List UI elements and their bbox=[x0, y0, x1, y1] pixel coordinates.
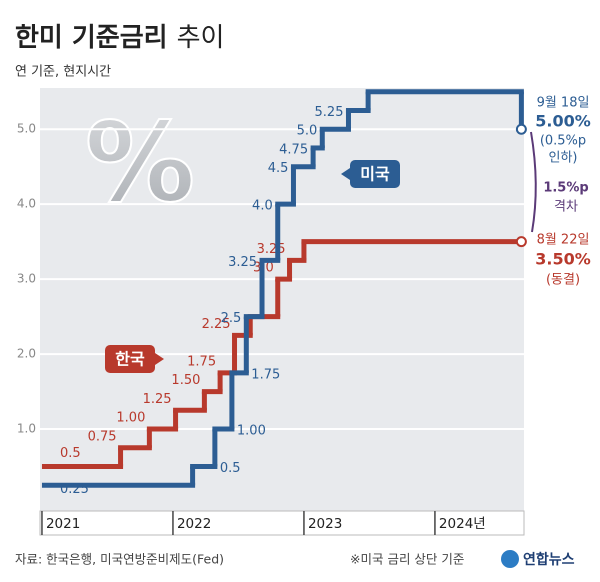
y-tick-label: 3.0 bbox=[17, 272, 36, 286]
x-tick-label: 2024년 bbox=[439, 516, 486, 532]
legend-label: 미국 bbox=[360, 165, 390, 184]
gap-bracket bbox=[530, 131, 537, 233]
legend-tag-pointer bbox=[341, 168, 350, 180]
value-label: 4.5 bbox=[268, 161, 289, 176]
y-tick-label: 5.0 bbox=[17, 122, 36, 136]
value-label: 1.75 bbox=[251, 367, 280, 382]
chart-title: 한미 기준금리 추이 bbox=[15, 23, 224, 53]
subtitle: 연 기준, 현지시간 bbox=[15, 65, 111, 80]
value-label: 0.25 bbox=[60, 482, 89, 497]
value-label: 5.0 bbox=[297, 124, 318, 139]
annotation: 9월 18일 bbox=[537, 96, 590, 111]
legend-tag bbox=[105, 345, 155, 373]
annotation: 5.00% bbox=[535, 112, 591, 131]
footnote: ※미국 금리 상단 기준 bbox=[350, 552, 464, 567]
watermark: % bbox=[85, 98, 195, 226]
value-label: 1.00 bbox=[116, 411, 145, 426]
legend-tag-pointer bbox=[155, 353, 164, 365]
value-label: 4.75 bbox=[279, 142, 308, 157]
annotation: 1.5%p bbox=[543, 181, 588, 196]
y-tick-label: 4.0 bbox=[17, 197, 36, 211]
value-label: 1.00 bbox=[237, 424, 266, 439]
title-main: 한미 기준금리 bbox=[15, 23, 168, 53]
value-label: 2.25 bbox=[202, 317, 231, 332]
value-label: 0.5 bbox=[60, 446, 81, 461]
annotation: 인하) bbox=[549, 151, 578, 166]
x-tick-label: 2023 bbox=[308, 516, 342, 532]
x-axis-band bbox=[39, 510, 525, 536]
plot-background bbox=[40, 88, 524, 511]
value-label: 4.0 bbox=[252, 199, 273, 214]
value-label: 5.25 bbox=[315, 105, 344, 120]
source: 자료: 한국은행, 미국연방준비제도(Fed) bbox=[15, 552, 224, 567]
value-label: 3.25 bbox=[228, 255, 257, 270]
annotation: 3.50% bbox=[535, 250, 591, 269]
value-label: 0.75 bbox=[88, 429, 117, 444]
title-suffix: 추이 bbox=[177, 23, 225, 53]
annotation: 8월 22일 bbox=[537, 233, 590, 248]
logo-icon bbox=[501, 550, 519, 568]
end-dot bbox=[515, 236, 527, 248]
annotation: 격차 bbox=[554, 200, 578, 215]
value-label: 2.5 bbox=[221, 311, 242, 326]
logo: 연합뉴스 bbox=[523, 551, 575, 568]
value-label: 0.5 bbox=[220, 461, 241, 476]
series: 0.25 0.5 1.00 1.75 2.5 3.25 4.0 4.5 4.75 5.0 5.25 bbox=[41, 89, 527, 497]
y-tick-label: 1.0 bbox=[17, 422, 36, 436]
value-label: 1.50 bbox=[171, 373, 200, 388]
annotation: (동결) bbox=[546, 273, 580, 288]
x-tick-label: 2021 bbox=[46, 516, 80, 532]
x-tick-label: 2022 bbox=[177, 516, 211, 532]
end-dot bbox=[515, 123, 527, 135]
y-tick-label: 2.0 bbox=[17, 347, 36, 361]
legend-tag bbox=[350, 160, 400, 188]
value-label: 1.25 bbox=[143, 392, 172, 407]
value-label: 1.75 bbox=[187, 354, 216, 369]
value-label: 3.25 bbox=[257, 242, 286, 257]
annotation: (0.5%p bbox=[540, 134, 586, 149]
legend-label: 한국 bbox=[115, 350, 145, 369]
